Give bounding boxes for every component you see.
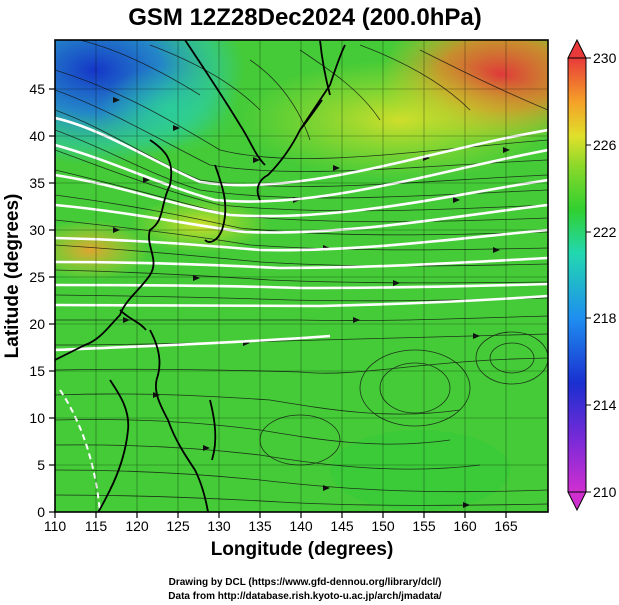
colorbar-tick-label: 214 [593,397,617,413]
x-axis-title: Longitude (degrees) [211,539,394,560]
y-axis-title: Latitude (degrees) [2,194,23,359]
colorbar-tick-label: 210 [593,484,617,500]
y-tick-label: 5 [37,457,45,473]
y-tick-label: 20 [29,316,45,332]
credit-data: Data from http://database.rish.kyoto-u.a… [168,591,442,602]
colorbar-bottom-arrow [567,491,587,512]
y-tick-label: 30 [29,222,45,238]
colorbar-tick-label: 230 [593,50,617,66]
credit-drawing: Drawing by DCL (https://www.gfd-dennou.o… [169,577,442,588]
x-tick-label: 110 [44,518,67,534]
x-tick-label: 150 [371,518,395,534]
colorbar-tick-label: 222 [593,224,617,240]
x-tick-label: 145 [330,518,354,534]
colorbar-tick-label: 226 [593,137,617,153]
x-tick-label: 140 [289,518,313,534]
x-tick-label: 155 [412,518,436,534]
jet-contours [55,116,548,512]
x-tick-label: 115 [85,518,108,534]
colorbar-top-arrow [567,38,587,59]
x-tick-label: 125 [166,518,190,534]
map-panel [55,40,548,512]
colorbar: 210 214 218 222 226 230 [567,38,617,512]
y-tick-label: 35 [29,175,45,191]
colorbar-gradient [568,58,586,492]
x-tick-label: 130 [207,518,231,534]
y-tick-label: 0 [37,504,45,520]
y-axis: 0 5 10 15 20 25 30 35 40 45 Latitude (de… [2,81,55,520]
x-tick-label: 160 [453,518,477,534]
x-tick-label: 120 [125,518,149,534]
x-tick-label: 135 [248,518,272,534]
coastlines [55,40,346,512]
y-tick-label: 15 [29,363,45,379]
y-tick-label: 40 [29,128,45,144]
x-tick-label: 165 [494,518,518,534]
y-tick-label: 45 [29,81,45,97]
y-tick-label: 10 [29,410,45,426]
chart-title: GSM 12Z28Dec2024 (200.0hPa) [128,4,482,31]
colorbar-tick-label: 218 [593,310,617,326]
graticule [55,40,548,512]
y-tick-label: 25 [29,269,45,285]
wind-arrows [113,97,510,508]
x-axis: 110 115 120 125 130 135 140 145 150 155 … [44,512,518,560]
